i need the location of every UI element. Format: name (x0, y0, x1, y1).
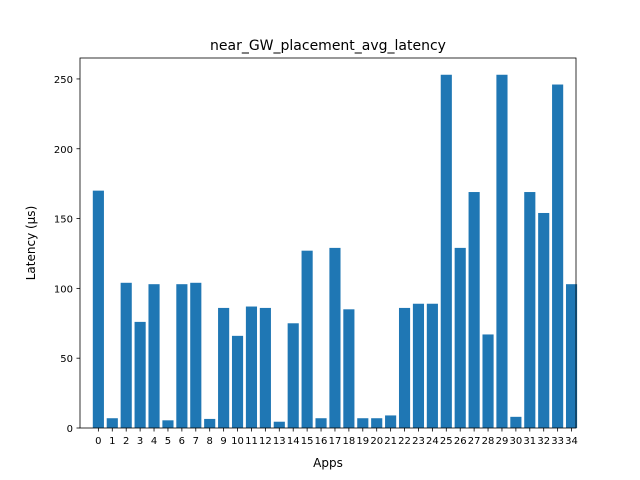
x-tick-label: 13 (273, 436, 286, 447)
x-tick-label: 25 (440, 436, 453, 447)
y-axis-ticks: 0 50 100 150 200 250 (54, 75, 80, 435)
x-tick-label: 2 (123, 436, 129, 447)
bar-app-3 (134, 321, 146, 428)
x-tick-label: 29 (496, 436, 509, 447)
bar-app-1 (106, 418, 118, 428)
x-tick-label: 8 (207, 436, 213, 447)
x-tick-label: 1 (109, 436, 115, 447)
x-tick-label: 21 (384, 436, 397, 447)
x-tick-label: 9 (220, 436, 226, 447)
bar-app-34 (565, 284, 578, 428)
bar-app-26 (454, 247, 466, 428)
bar-app-5 (162, 420, 174, 428)
bar-app-12 (259, 307, 271, 428)
x-tick-label: 23 (412, 436, 425, 447)
bar-app-25 (440, 74, 452, 429)
plot-frame (79, 57, 577, 429)
bar-app-23 (412, 303, 425, 428)
x-tick-label: 19 (356, 436, 369, 447)
x-tick-label: 16 (315, 436, 328, 447)
chart-title: near_GW_placement_avg_latency (210, 38, 446, 54)
x-tick-label: 7 (193, 436, 199, 447)
x-tick-label: 22 (398, 436, 411, 447)
y-tick-label: 100 (54, 284, 73, 295)
x-tick-label: 11 (245, 436, 258, 447)
bar-app-32 (538, 212, 550, 428)
y-tick-label: 200 (54, 145, 73, 156)
bar-app-33 (552, 84, 564, 428)
x-tick-label: 4 (151, 436, 157, 447)
bar-app-18 (343, 309, 355, 428)
x-tick-label: 15 (301, 436, 314, 447)
bar-app-0 (92, 190, 104, 428)
bar-app-14 (287, 323, 299, 428)
bar-app-6 (176, 284, 188, 428)
y-tick-label: 150 (54, 215, 73, 226)
x-tick-label: 17 (329, 436, 342, 447)
bar-app-7 (190, 282, 202, 428)
bar-app-10 (231, 335, 244, 428)
bar-app-8 (204, 418, 216, 428)
bar-app-21 (385, 415, 397, 428)
x-tick-label: 34 (565, 436, 578, 447)
bar-app-13 (273, 421, 285, 428)
y-axis-label: Latency (µs) (24, 206, 38, 281)
x-axis-ticks: 0 1 2 3 4 5 6 7 8 9 10 11 12 13 14 15 16 17 18 19 20 21 22 23 24… (95, 428, 578, 447)
x-tick-label: 6 (179, 436, 185, 447)
x-tick-label: 3 (137, 436, 143, 447)
bar-app-15 (301, 250, 313, 428)
bar-app-22 (398, 307, 411, 428)
x-tick-label: 26 (454, 436, 467, 447)
bar-app-4 (148, 284, 160, 428)
x-axis-label: Apps (313, 456, 343, 470)
bar-app-31 (524, 192, 536, 428)
x-tick-label: 20 (370, 436, 383, 447)
bar-app-11 (245, 306, 258, 428)
bar-app-24 (426, 303, 438, 428)
bar-app-16 (315, 418, 327, 428)
x-tick-label: 10 (231, 436, 244, 447)
bar-app-30 (510, 416, 522, 428)
bar-app-27 (468, 192, 480, 428)
x-tick-label: 5 (165, 436, 171, 447)
x-tick-label: 24 (426, 436, 439, 447)
bar-app-20 (371, 418, 383, 428)
x-tick-label: 32 (537, 436, 550, 447)
bar-app-9 (218, 307, 230, 428)
bar-app-19 (357, 418, 369, 428)
y-tick-label: 50 (60, 354, 73, 365)
bar-app-2 (120, 282, 132, 428)
y-tick-label: 0 (67, 424, 73, 435)
x-tick-label: 28 (482, 436, 495, 447)
x-tick-label: 18 (343, 436, 356, 447)
x-tick-label: 31 (523, 436, 536, 447)
x-tick-label: 33 (551, 436, 564, 447)
bar-app-29 (496, 74, 508, 429)
y-tick-label: 250 (54, 75, 73, 86)
x-tick-label: 27 (468, 436, 481, 447)
x-tick-label: 12 (259, 436, 272, 447)
bar-app-17 (329, 247, 341, 428)
x-tick-label: 0 (95, 436, 101, 447)
x-tick-label: 14 (287, 436, 300, 447)
bar-app-28 (482, 334, 494, 428)
x-tick-label: 30 (510, 436, 523, 447)
bars-group (92, 74, 578, 429)
